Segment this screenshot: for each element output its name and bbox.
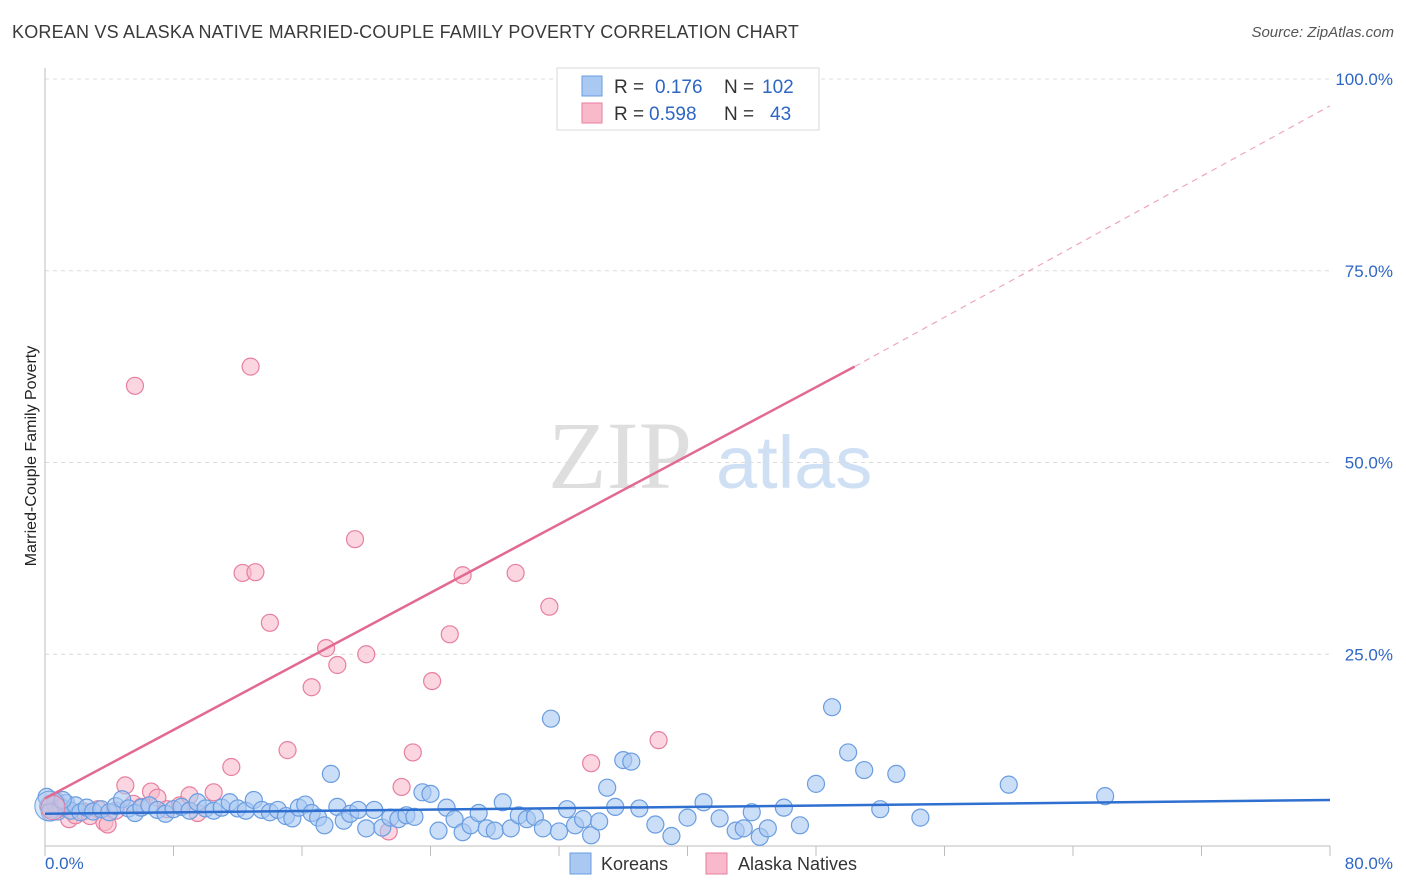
y-tick-label: 75.0%	[1345, 262, 1393, 281]
trend-line-alaska-natives	[44, 365, 856, 800]
chart-source: Source: ZipAtlas.com	[1251, 24, 1394, 41]
axes	[44, 68, 1331, 856]
point-koreans	[646, 815, 665, 834]
point-koreans	[541, 709, 561, 728]
point-koreans	[734, 819, 753, 838]
point-alaska-natives	[278, 741, 297, 760]
point-alaska-natives	[222, 757, 241, 777]
point-alaska-natives	[125, 376, 145, 395]
point-alaska-natives	[506, 563, 525, 583]
series-legend-alaska-natives: Alaska Natives	[738, 854, 857, 874]
point-koreans	[887, 764, 906, 784]
point-koreans	[678, 808, 697, 827]
trend-line-koreans	[44, 798, 1331, 816]
point-koreans	[758, 819, 777, 838]
point-koreans	[999, 775, 1018, 794]
y-tick-label: 25.0%	[1345, 645, 1393, 664]
point-koreans	[533, 819, 553, 838]
point-koreans	[501, 819, 520, 838]
point-koreans	[855, 760, 874, 780]
point-koreans	[911, 808, 930, 827]
stats-legend: R = 0.176 N = 102 R = 0.598 N = 43	[556, 67, 820, 131]
point-koreans	[405, 807, 424, 826]
series-legend-swatch-alaska-natives	[705, 852, 728, 875]
point-koreans	[710, 809, 729, 828]
point-alaska-natives	[241, 357, 260, 376]
trend-lines	[44, 105, 1331, 816]
point-alaska-natives	[246, 563, 265, 582]
point-koreans	[582, 826, 601, 845]
point-koreans	[822, 698, 842, 717]
point-alaska-natives	[345, 530, 365, 549]
legend-r-label: R =	[614, 104, 644, 125]
y-tick-label: 100.0%	[1335, 70, 1393, 89]
tick-labels: 25.0% 50.0% 75.0% 100.0% 0.0% 80.0%	[45, 70, 1393, 873]
point-alaska-natives	[403, 743, 422, 762]
legend-n-label: N =	[724, 77, 754, 98]
point-alaska-natives	[40, 795, 66, 821]
legend-r-koreans: 0.176	[655, 77, 703, 98]
legend-swatch-alaska-natives	[581, 102, 603, 124]
series-legend: Koreans Alaska Natives	[569, 852, 857, 875]
point-koreans	[806, 774, 826, 793]
point-koreans	[315, 816, 334, 835]
point-koreans	[445, 810, 464, 829]
point-koreans	[871, 800, 890, 819]
point-koreans	[839, 743, 858, 762]
point-koreans	[493, 793, 512, 812]
point-koreans	[429, 821, 448, 840]
point-koreans	[742, 803, 761, 822]
series-legend-koreans: Koreans	[601, 854, 668, 874]
point-koreans	[357, 819, 376, 838]
trend-line-alaska-natives-extension	[854, 105, 1331, 368]
point-alaska-natives	[582, 754, 601, 773]
point-koreans	[485, 821, 504, 840]
point-koreans	[694, 793, 713, 812]
point-koreans	[573, 810, 593, 829]
point-alaska-natives	[540, 597, 559, 616]
chart-title: KOREAN VS ALASKA NATIVE MARRIED-COUPLE F…	[12, 22, 800, 42]
point-koreans	[590, 812, 609, 831]
point-koreans	[790, 816, 810, 835]
point-koreans	[549, 822, 569, 841]
legend-r-label: R =	[614, 77, 644, 98]
legend-r-alaska-natives: 0.598	[649, 104, 697, 125]
point-alaska-natives	[302, 678, 321, 697]
point-alaska-natives	[357, 645, 376, 664]
point-alaska-natives	[328, 655, 347, 675]
point-koreans	[321, 764, 341, 784]
x-tick-label-max: 80.0%	[1345, 854, 1393, 873]
legend-n-alaska-natives: 43	[770, 104, 791, 125]
legend-n-label: N =	[724, 104, 754, 125]
point-koreans	[622, 752, 641, 771]
legend-n-koreans: 102	[762, 77, 794, 98]
x-tick-label-min: 0.0%	[45, 854, 84, 873]
series-legend-swatch-koreans	[569, 852, 592, 875]
point-alaska-natives	[260, 613, 279, 632]
y-axis-title: Married-Couple Family Poverty	[23, 346, 40, 567]
point-alaska-natives	[423, 671, 442, 691]
point-alaska-natives	[204, 783, 223, 802]
point-koreans	[598, 778, 617, 797]
point-koreans	[774, 798, 793, 817]
y-tick-label: 50.0%	[1345, 454, 1393, 473]
legend-swatch-koreans	[581, 75, 603, 97]
point-koreans	[662, 826, 681, 846]
point-koreans	[421, 784, 440, 803]
point-alaska-natives	[649, 731, 668, 750]
point-alaska-natives	[440, 625, 459, 644]
point-alaska-natives	[392, 777, 411, 797]
point-koreans	[469, 803, 488, 823]
point-koreans	[1096, 787, 1115, 806]
